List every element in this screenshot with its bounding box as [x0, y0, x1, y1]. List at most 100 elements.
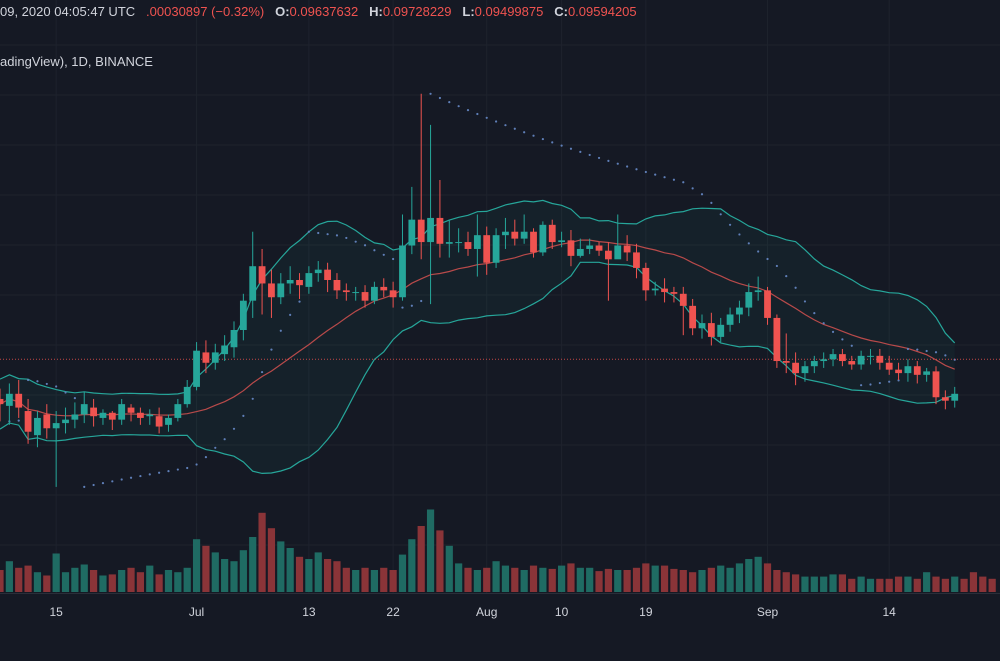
psar-dot	[176, 468, 179, 471]
psar-dot	[167, 470, 170, 473]
psar-dot	[691, 187, 694, 190]
candle-body	[483, 235, 491, 263]
candle-body	[736, 307, 743, 315]
psar-dot	[850, 344, 853, 347]
volume-bar	[0, 570, 4, 592]
x-tick-label: 10	[554, 605, 569, 619]
volume-bar	[951, 576, 959, 592]
volume-bar	[183, 567, 191, 592]
psar-dot	[569, 147, 573, 150]
psar-dot	[775, 264, 778, 268]
psar-dot	[420, 299, 423, 303]
psar-dot	[878, 381, 881, 385]
candle-body	[679, 293, 687, 306]
psar-dot	[457, 105, 460, 108]
psar-dot	[270, 348, 273, 351]
psar-dot	[513, 127, 516, 130]
volume-bar	[408, 539, 416, 592]
candle-body	[810, 361, 818, 367]
psar-dot	[831, 330, 835, 333]
volume-bar	[174, 572, 182, 592]
candle-body	[567, 240, 575, 256]
x-tick-label: 22	[386, 605, 400, 619]
candle-body	[782, 361, 790, 363]
psar-dot	[148, 473, 151, 476]
candle-body	[258, 266, 266, 284]
volume-bar	[885, 578, 893, 592]
psar-dot	[757, 250, 760, 253]
candle-body	[464, 242, 472, 249]
psar-dot	[373, 249, 376, 252]
psar-dot	[204, 456, 208, 459]
psar-dot	[466, 109, 470, 112]
psar-dot	[64, 391, 67, 394]
volume-bar	[567, 563, 575, 592]
price-chart[interactable]	[0, 0, 1000, 593]
volume-bar	[511, 567, 519, 592]
volume-bar	[15, 567, 23, 592]
volume-bar	[492, 561, 500, 592]
candle-body	[108, 412, 116, 420]
psar-dot	[934, 351, 938, 354]
psar-dot	[944, 354, 947, 357]
volume-bar	[623, 570, 631, 592]
candle-body	[427, 217, 434, 243]
volume-bar	[305, 559, 313, 592]
candle-body	[885, 362, 893, 370]
candle-body	[576, 248, 584, 256]
candle-body	[80, 404, 88, 415]
high-label: H:	[369, 4, 383, 19]
x-tick-label: Jul	[188, 605, 205, 619]
psar-dot	[438, 96, 442, 100]
psar-dot	[485, 116, 488, 119]
volume-bar	[969, 572, 978, 592]
candle-body	[642, 267, 650, 291]
psar-dot	[345, 236, 348, 240]
candle-body	[342, 290, 350, 293]
psar-dot	[55, 385, 58, 388]
volume-bar	[763, 563, 772, 592]
psar-dot	[504, 124, 507, 127]
psar-dot	[616, 162, 619, 165]
volume-bar	[838, 574, 846, 592]
bar-change: .00030897 (−0.32%)	[146, 4, 265, 19]
candle-body	[548, 224, 556, 243]
candle-body	[286, 280, 294, 284]
volume-bar	[941, 578, 949, 592]
volume-bar	[660, 565, 669, 592]
volume-bar	[90, 570, 98, 592]
volume-bar	[698, 570, 706, 592]
candle-body	[754, 290, 762, 293]
volume-bar	[876, 578, 884, 592]
low-label: L:	[462, 4, 475, 19]
candle-body	[951, 393, 959, 401]
x-tick-label: 13	[302, 605, 316, 619]
candle-body	[520, 231, 528, 239]
candle-body	[324, 269, 331, 280]
candle-body	[857, 355, 865, 365]
volume-bar	[324, 559, 332, 592]
time-axis[interactable]	[0, 593, 1000, 661]
candle-body	[670, 292, 678, 294]
volume-bar	[829, 574, 837, 592]
volume-bar	[464, 567, 472, 592]
bollinger-fill	[0, 200, 955, 474]
candle-body	[333, 280, 341, 291]
psar-dot	[579, 150, 582, 153]
candle-body	[764, 290, 771, 318]
candle-body	[867, 355, 874, 357]
close-value: 0.09594205	[567, 4, 637, 19]
x-tick-label: 19	[639, 605, 653, 619]
psar-dot	[710, 201, 713, 204]
psar-dot	[719, 213, 722, 216]
volume-bar	[249, 537, 257, 592]
volume-bar	[192, 539, 201, 592]
volume-bar	[389, 570, 397, 592]
volume-bar	[473, 570, 481, 592]
psar-dot	[494, 120, 498, 123]
candle-body	[118, 404, 126, 420]
volume-bar	[295, 556, 304, 592]
volume-bar	[904, 576, 912, 592]
candle-body	[941, 397, 949, 401]
